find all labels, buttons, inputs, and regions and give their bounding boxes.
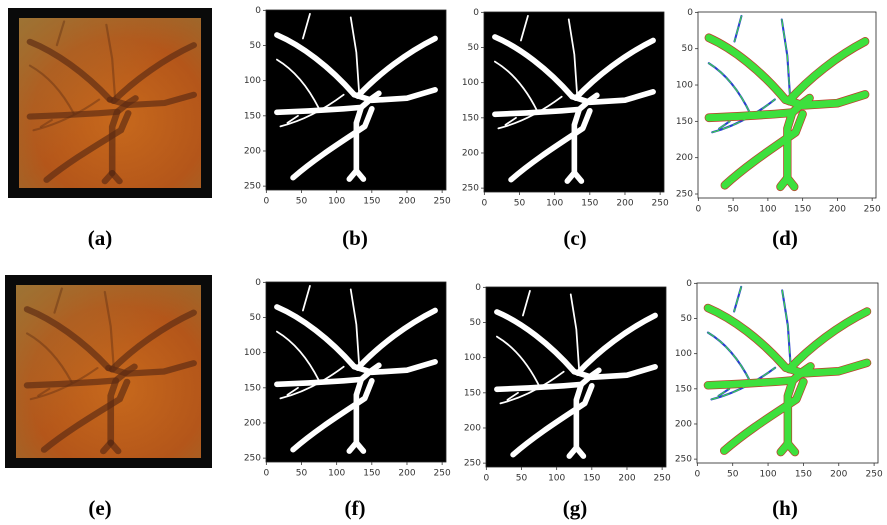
y-tick-label: 150	[675, 384, 692, 394]
y-tick-label: 100	[244, 76, 261, 86]
x-tick-label: 250	[654, 474, 671, 484]
y-tick-label: 150	[464, 388, 481, 398]
x-tick-label: 250	[434, 197, 451, 207]
x-tick-label: 0	[263, 469, 269, 479]
x-tick-label: 0	[695, 205, 701, 215]
y-tick-label: 50	[470, 318, 482, 328]
y-tick-label: 0	[255, 278, 261, 288]
y-tick-label: 200	[244, 418, 261, 428]
y-tick-label: 150	[676, 117, 693, 127]
y-tick-label: 0	[473, 8, 479, 18]
x-tick-label: 150	[363, 197, 380, 207]
x-tick-label: 50	[514, 199, 526, 209]
y-tick-label: 200	[464, 423, 481, 433]
x-tick-label: 250	[434, 469, 451, 479]
y-tick-label: 250	[676, 190, 693, 200]
x-tick-label: 250	[652, 199, 669, 209]
y-tick-label: 200	[462, 148, 479, 158]
panel-label: (f)	[345, 496, 366, 520]
panel-label: (e)	[88, 496, 111, 520]
x-tick-label: 200	[616, 199, 633, 209]
y-tick-label: 250	[244, 182, 261, 192]
y-tick-label: 0	[686, 279, 692, 289]
x-tick-label: 100	[328, 197, 345, 207]
x-tick-label: 250	[866, 470, 883, 480]
x-tick-label: 250	[864, 205, 881, 215]
panel-label: (d)	[772, 226, 798, 250]
x-tick-label: 200	[398, 469, 415, 479]
x-tick-label: 150	[794, 205, 811, 215]
y-tick-label: 100	[464, 353, 481, 363]
y-tick-label: 200	[676, 153, 693, 163]
y-tick-label: 50	[468, 43, 480, 53]
y-tick-label: 100	[462, 78, 479, 88]
panel-label: (a)	[88, 226, 113, 250]
x-tick-label: 150	[583, 474, 600, 484]
y-tick-label: 250	[244, 454, 261, 464]
y-tick-label: 50	[681, 314, 693, 324]
panel: (e)	[5, 275, 212, 520]
y-tick-label: 250	[675, 455, 692, 465]
panel: (a)	[8, 8, 212, 250]
y-tick-label: 150	[244, 111, 261, 121]
x-tick-label: 150	[795, 470, 812, 480]
y-tick-label: 100	[675, 349, 692, 359]
x-tick-label: 50	[727, 205, 739, 215]
y-tick-label: 150	[244, 383, 261, 393]
x-tick-label: 100	[759, 205, 776, 215]
y-tick-label: 50	[250, 41, 262, 51]
y-tick-label: 250	[462, 184, 479, 194]
panel-label: (g)	[563, 496, 588, 520]
x-tick-label: 100	[546, 199, 563, 209]
y-tick-label: 0	[687, 8, 693, 18]
x-tick-label: 50	[296, 197, 308, 207]
x-tick-label: 0	[263, 197, 269, 207]
x-tick-label: 0	[694, 470, 700, 480]
x-tick-label: 50	[516, 474, 528, 484]
x-tick-label: 100	[328, 469, 345, 479]
y-tick-label: 200	[244, 146, 261, 156]
x-tick-label: 100	[759, 470, 776, 480]
x-tick-label: 200	[398, 197, 415, 207]
y-tick-label: 0	[255, 6, 261, 16]
x-tick-label: 200	[618, 474, 635, 484]
x-tick-label: 200	[829, 205, 846, 215]
y-tick-label: 50	[250, 313, 262, 323]
x-tick-label: 100	[548, 474, 565, 484]
panel-label: (b)	[342, 226, 368, 250]
panel-label: (h)	[772, 496, 798, 520]
y-tick-label: 50	[682, 44, 694, 54]
y-tick-label: 250	[464, 459, 481, 469]
x-tick-label: 150	[363, 469, 380, 479]
x-tick-label: 0	[481, 199, 487, 209]
y-tick-label: 0	[475, 283, 481, 293]
x-tick-label: 0	[483, 474, 489, 484]
y-tick-label: 100	[244, 348, 261, 358]
y-tick-label: 200	[675, 419, 692, 429]
panel-label: (c)	[563, 226, 586, 250]
x-tick-label: 150	[581, 199, 598, 209]
figure: (a)050100150200250050100150200250(b)0501…	[0, 0, 887, 525]
y-tick-label: 100	[676, 81, 693, 91]
y-tick-label: 150	[462, 113, 479, 123]
x-tick-label: 50	[727, 470, 739, 480]
x-tick-label: 50	[296, 469, 308, 479]
x-tick-label: 200	[830, 470, 847, 480]
